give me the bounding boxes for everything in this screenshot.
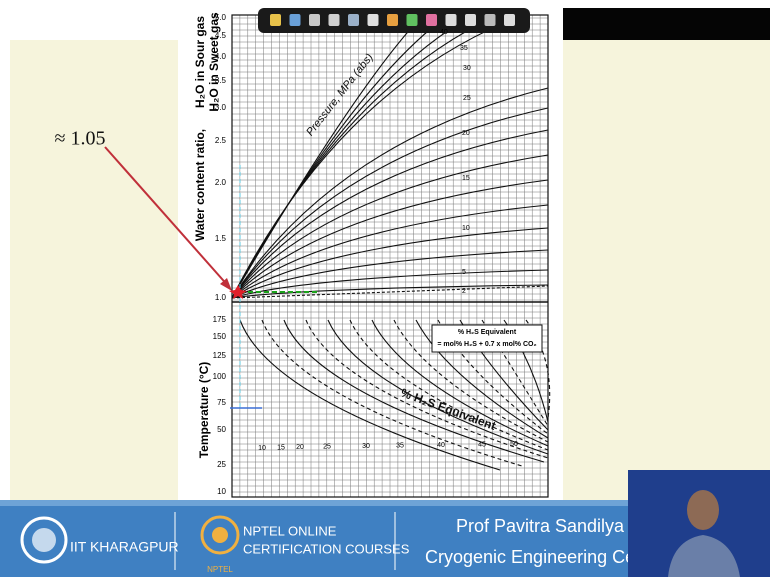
curve-label: 40 xyxy=(437,442,445,449)
tool-icon xyxy=(348,14,359,26)
curve-label: 45 xyxy=(478,441,486,448)
tool-icon xyxy=(407,14,418,26)
institute: IIT KHARAGPUR xyxy=(70,539,179,555)
annotation: ≈ 1.05 xyxy=(55,128,106,150)
tick-label: 4.0 xyxy=(215,52,227,61)
screen: ≈ 1.05 Water content ratio, H₂O in Sour … xyxy=(0,0,770,577)
tool-icon xyxy=(446,14,457,26)
tick-label: 100 xyxy=(213,372,227,381)
tick-label: 4.5 xyxy=(215,31,227,40)
tick-label: 2.5 xyxy=(215,136,227,145)
nptel-logo xyxy=(212,527,228,543)
tool-icon xyxy=(368,14,379,26)
top-band xyxy=(562,8,770,40)
tool-icon xyxy=(290,14,301,26)
tick-label: 150 xyxy=(213,332,227,341)
axis-title: Temperature (°C) xyxy=(197,362,211,459)
curve-label: 10 xyxy=(258,445,266,452)
curve-label: 35 xyxy=(460,45,468,52)
nptel-text: CERTIFICATION COURSES xyxy=(243,541,410,556)
curve-label: 25 xyxy=(323,443,331,450)
iit-logo xyxy=(32,528,56,552)
curve-label: 20 xyxy=(462,130,470,137)
tick-label: 175 xyxy=(213,315,227,324)
tool-icon xyxy=(270,14,281,26)
axis-title: H₂O in Sour gas xyxy=(193,16,207,108)
curve-label: 40 xyxy=(440,29,448,36)
curve-label: 25 xyxy=(463,95,471,102)
tick-label: 25 xyxy=(217,460,226,469)
curve-label: 30 xyxy=(463,65,471,72)
tick-label: 10 xyxy=(217,487,226,496)
box-text: = mol% H₂S + 0.7 x mol% CO₂ xyxy=(437,341,536,348)
box-text: % H₂S Equivalent xyxy=(458,329,517,336)
tool-icon xyxy=(426,14,437,26)
tool-icon xyxy=(465,14,476,26)
tool-icon xyxy=(504,14,515,26)
tick-label: 3.5 xyxy=(215,76,227,85)
nptel-logo-text: NPTEL xyxy=(207,565,233,574)
tick-label: 1.0 xyxy=(215,293,227,302)
curve-label: 10 xyxy=(462,225,470,232)
tool-icon xyxy=(329,14,340,26)
tick-label: 1.5 xyxy=(215,234,227,243)
tool-icon xyxy=(485,14,496,26)
professor: Prof Pavitra Sandilya xyxy=(456,516,625,536)
curve-label: 20 xyxy=(296,444,304,451)
curve-label: 15 xyxy=(277,444,285,451)
axis-title: Water content ratio, xyxy=(193,129,207,241)
tick-label: 50 xyxy=(217,425,226,434)
curve-label: 30 xyxy=(362,443,370,450)
tick-label: 75 xyxy=(217,398,226,407)
tool-icon xyxy=(309,14,320,26)
tick-label: 3.0 xyxy=(215,103,227,112)
nptel-text: NPTEL ONLINE xyxy=(243,523,337,538)
tool-icon xyxy=(387,14,398,26)
presenter xyxy=(687,490,719,530)
curve-label: 50 xyxy=(510,441,518,448)
course: Cryogenic Engineering Cer xyxy=(425,547,641,567)
tick-label: 125 xyxy=(213,351,227,360)
curve-label: 5 xyxy=(462,269,466,276)
chart-grid xyxy=(232,15,548,497)
tick-label: 5.0 xyxy=(215,13,227,22)
page: ≈ 1.05 Water content ratio, H₂O in Sour … xyxy=(0,0,770,577)
curve-label: 15 xyxy=(462,175,470,182)
tick-label: 2.0 xyxy=(215,178,227,187)
axis-title: H₂O in Sweet gas xyxy=(207,12,221,112)
curve-label: 2 xyxy=(462,288,466,295)
curve-label: 35 xyxy=(396,442,404,449)
